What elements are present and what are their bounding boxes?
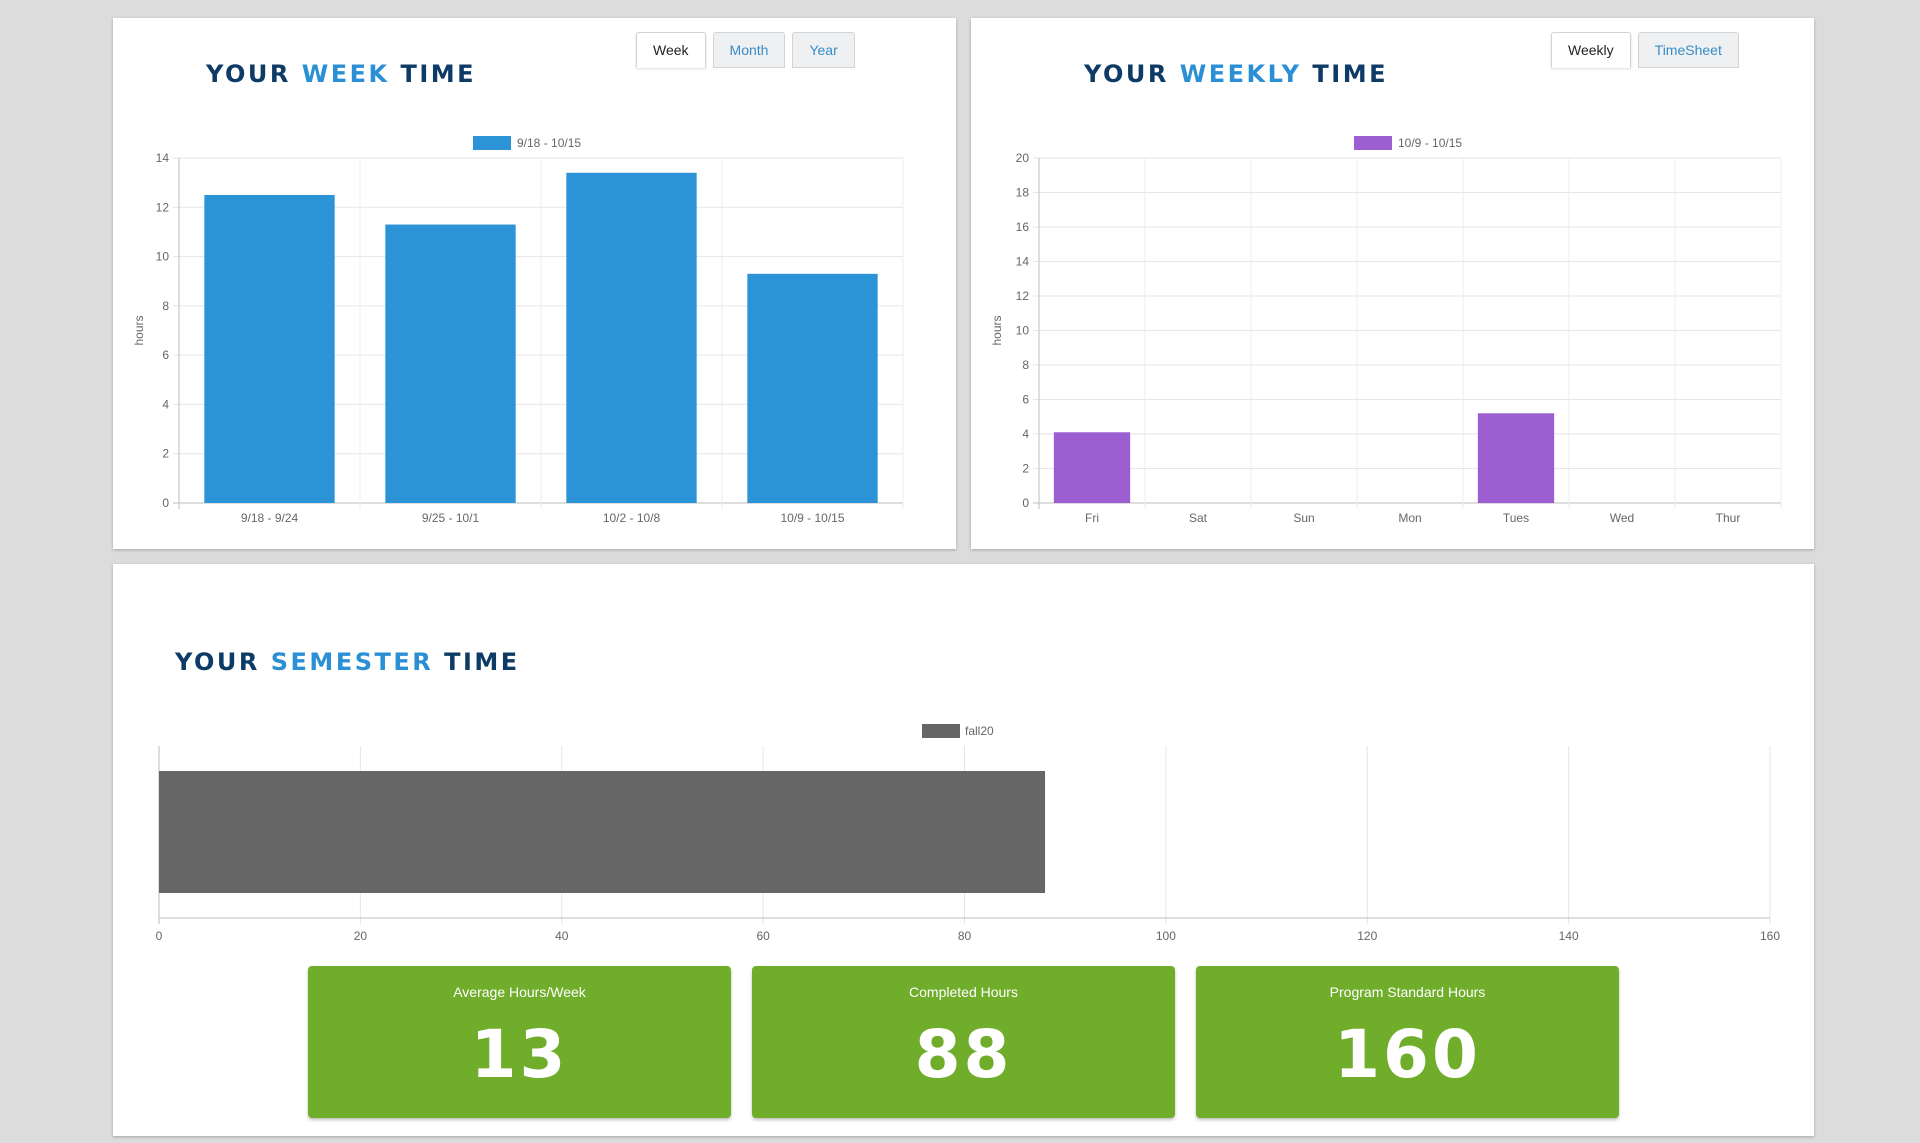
title-highlight: WEEK	[301, 60, 390, 88]
x-tick-label: Mon	[1398, 511, 1421, 525]
y-axis-label: hours	[990, 315, 1004, 345]
legend-swatch	[1354, 136, 1392, 150]
y-tick-label: 12	[156, 200, 170, 214]
weekly-view-tabs: Weekly TimeSheet	[1551, 32, 1739, 68]
stat-completed-hours: Completed Hours 88	[752, 966, 1175, 1118]
x-tick-label: Sat	[1189, 511, 1208, 525]
semester-time-card: YOUR SEMESTER TIME 0 20 40 60 80 100 120 140 160…	[113, 564, 1814, 1136]
y-tick-label: 8	[1022, 358, 1029, 372]
stat-average-hours: Average Hours/Week 13	[308, 966, 731, 1118]
bar	[159, 771, 1046, 893]
title-suffix: TIME	[1301, 60, 1388, 88]
week-time-title: YOUR WEEK TIME	[206, 60, 476, 88]
y-tick-label: 4	[1022, 427, 1029, 441]
x-tick-label: 10/9 - 10/15	[780, 511, 844, 525]
semester-time-title: YOUR SEMESTER TIME	[175, 648, 520, 676]
week-time-card: YOUR WEEK TIME Week Month Year 0 2 4 6 8 10 12…	[113, 18, 956, 549]
stat-label: Completed Hours	[909, 984, 1018, 1000]
y-tick-label: 14	[1016, 255, 1030, 269]
x-tick-label: Wed	[1610, 511, 1634, 525]
y-axis-label: hours	[132, 315, 146, 345]
y-tick-label: 20	[1016, 151, 1030, 165]
x-tick-label: 20	[354, 929, 368, 943]
legend-label: 9/18 - 10/15	[517, 136, 581, 150]
title-prefix: YOUR	[1084, 60, 1180, 88]
title-highlight: SEMESTER	[270, 648, 434, 676]
x-tick-label: Sun	[1293, 511, 1314, 525]
y-tick-label: 8	[162, 299, 169, 313]
y-tick-label: 14	[156, 151, 170, 165]
stat-value: 13	[470, 1016, 569, 1093]
title-highlight: WEEKLY	[1179, 60, 1302, 88]
x-tick-label: 120	[1357, 929, 1377, 943]
x-tick-label: 140	[1559, 929, 1579, 943]
x-tick-label: 160	[1760, 929, 1780, 943]
legend-swatch	[473, 136, 511, 150]
bar	[747, 273, 878, 503]
x-tick-label: 100	[1156, 929, 1176, 943]
y-tick-label: 10	[156, 250, 170, 264]
stat-value: 160	[1334, 1016, 1481, 1093]
y-tick-label: 4	[162, 397, 169, 411]
y-tick-label: 6	[162, 348, 169, 362]
tab-year[interactable]: Year	[792, 32, 855, 68]
y-tick-label: 0	[1022, 496, 1029, 510]
y-tick-label: 6	[1022, 393, 1029, 407]
x-tick-label: Fri	[1085, 511, 1099, 525]
title-prefix: YOUR	[206, 60, 302, 88]
y-tick-label: 10	[1016, 324, 1030, 338]
y-tick-label: 2	[1022, 462, 1029, 476]
semester-hours-chart: 0 20 40 60 80 100 120 140 160 fall20	[156, 724, 1780, 943]
x-tick-label: Thur	[1716, 511, 1741, 525]
weekly-time-title: YOUR WEEKLY TIME	[1084, 60, 1388, 88]
bar	[204, 194, 335, 503]
x-tick-label: 10/2 - 10/8	[603, 511, 661, 525]
weekly-time-card: YOUR WEEKLY TIME Weekly TimeSheet 0 2 4 6 8 1…	[971, 18, 1814, 549]
stat-program-standard-hours: Program Standard Hours 160	[1196, 966, 1619, 1118]
x-tick-label: 9/18 - 9/24	[241, 511, 299, 525]
week-hours-chart: 0 2 4 6 8 10 12 14 9/18 - 9/24 9/25 - 10/1 10/2 - …	[132, 136, 904, 525]
bar	[385, 224, 516, 504]
bar	[566, 172, 697, 504]
x-tick-label: 60	[756, 929, 770, 943]
y-tick-label: 0	[162, 496, 169, 510]
week-range-tabs: Week Month Year	[636, 32, 855, 68]
title-prefix: YOUR	[175, 648, 271, 676]
bar	[1053, 432, 1131, 503]
x-tick-label: 0	[156, 929, 163, 943]
title-suffix: TIME	[433, 648, 520, 676]
tab-weekly[interactable]: Weekly	[1551, 32, 1631, 68]
stat-value: 88	[914, 1016, 1013, 1093]
legend-swatch	[922, 724, 960, 738]
legend-label: 10/9 - 10/15	[1398, 136, 1462, 150]
tab-month[interactable]: Month	[712, 32, 786, 68]
tab-week[interactable]: Week	[636, 32, 706, 68]
y-tick-label: 16	[1016, 220, 1030, 234]
tab-timesheet[interactable]: TimeSheet	[1637, 32, 1739, 68]
y-tick-label: 18	[1016, 186, 1030, 200]
y-tick-label: 2	[162, 447, 169, 461]
x-tick-label: 9/25 - 10/1	[422, 511, 480, 525]
x-tick-label: 40	[555, 929, 569, 943]
title-suffix: TIME	[389, 60, 477, 88]
x-tick-label: Tues	[1503, 511, 1529, 525]
bar	[1477, 413, 1555, 503]
weekly-hours-chart: 0 2 4 6 8 10 12 14 16 18 20 Fri Sat Sun Mon Tues Wed Thur…	[990, 136, 1782, 525]
stat-label: Program Standard Hours	[1329, 984, 1486, 1000]
x-tick-label: 80	[958, 929, 972, 943]
stat-label: Average Hours/Week	[453, 984, 586, 1000]
y-tick-label: 12	[1016, 289, 1030, 303]
legend-label: fall20	[965, 724, 994, 738]
